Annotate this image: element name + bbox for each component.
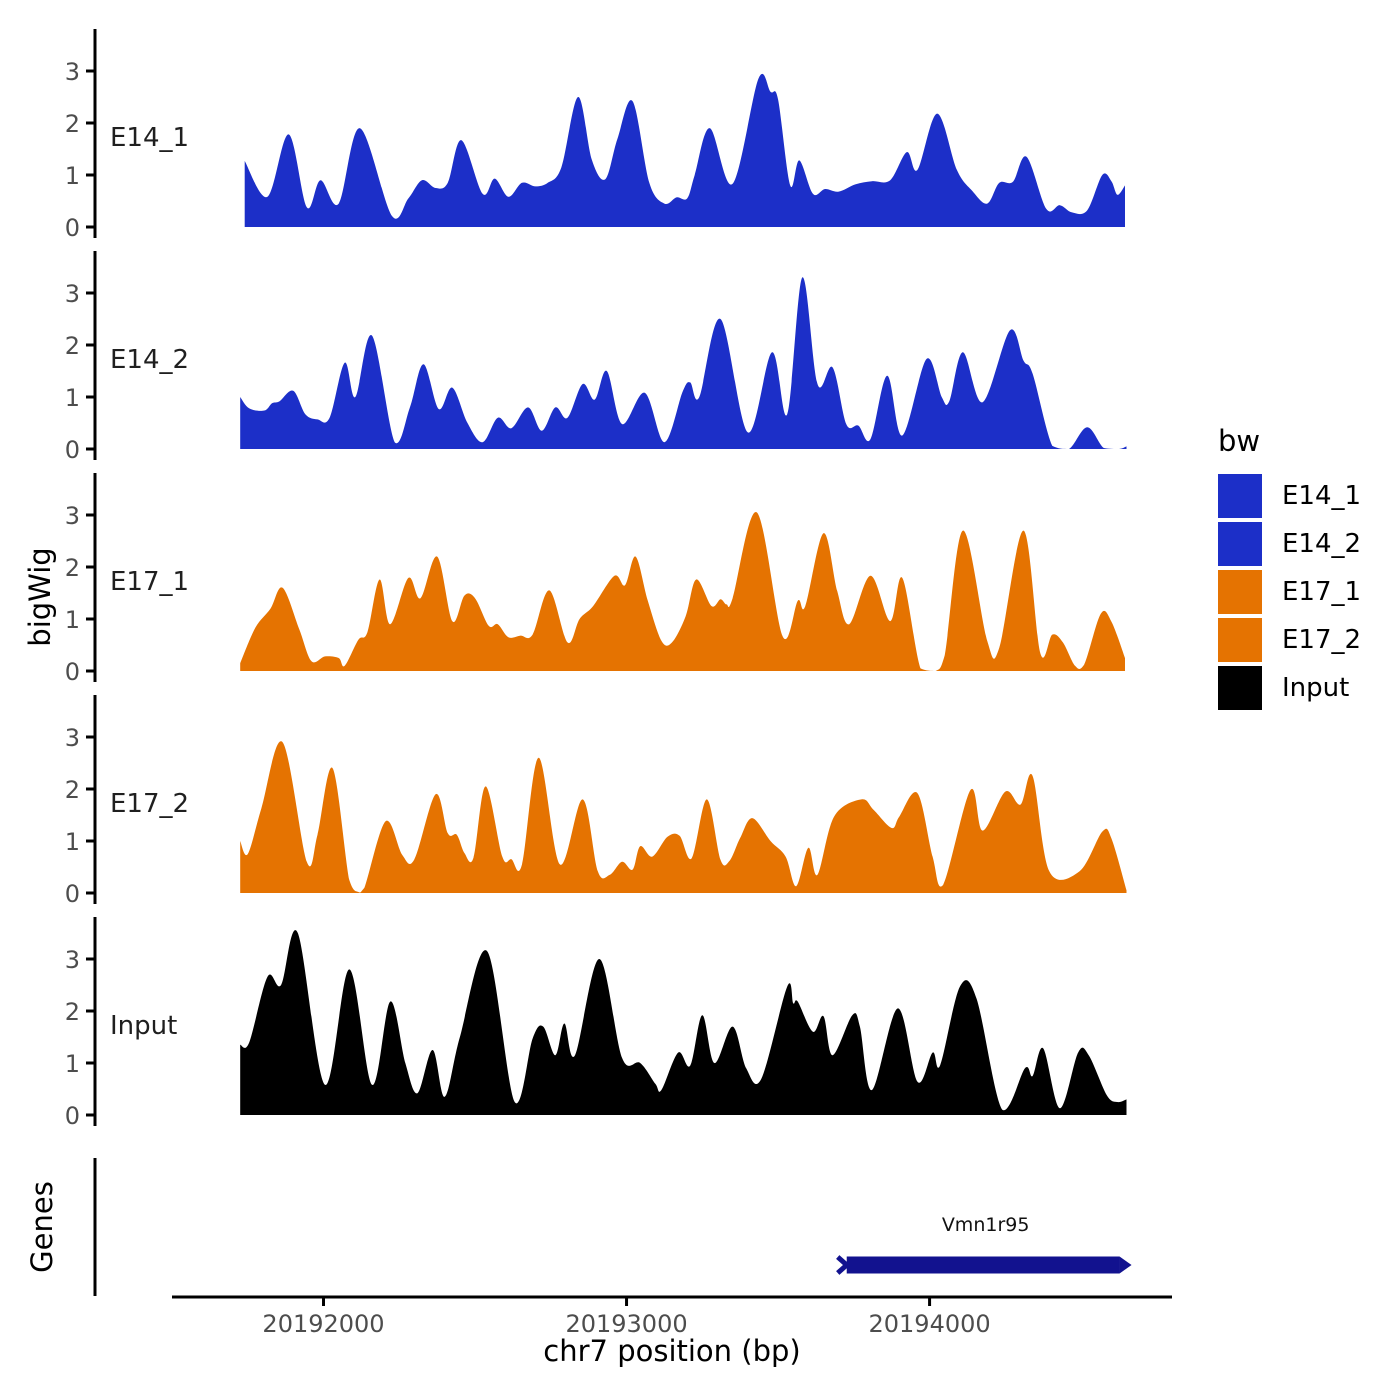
gene-strand-chevron-icon <box>836 1255 851 1275</box>
legend-label-E17_2: E17_2 <box>1282 625 1362 655</box>
y-tick-label-E17_2-1: 1 <box>65 828 80 856</box>
y-tick-label-Input-3: 3 <box>65 946 80 974</box>
track-label-E14_2: E14_2 <box>110 345 189 375</box>
legend-swatch-E14_1 <box>1218 474 1262 518</box>
legend-title: bw <box>1218 424 1261 458</box>
legend-items: E14_1 E14_2 E17_1 E17_2 Input <box>1218 474 1361 710</box>
y-tick-label-E17_1-3: 3 <box>65 502 80 530</box>
track-label-Input: Input <box>110 1011 177 1041</box>
y-tick-label-E17_2-2: 2 <box>65 776 80 804</box>
gene-arrowhead-icon <box>1119 1256 1132 1274</box>
legend-item-Input: Input <box>1218 666 1361 710</box>
y-tick-label-E14_1-2: 2 <box>65 110 80 138</box>
track-area-E14_1 <box>244 73 1125 227</box>
gene-label-Vmn1r95: Vmn1r95 <box>942 1214 1030 1236</box>
track-area-E17_2 <box>240 741 1127 893</box>
legend-label-Input: Input <box>1282 673 1350 703</box>
y-tick-label-E17_1-1: 1 <box>65 606 80 634</box>
y-axis-title: bigWig <box>23 547 57 647</box>
y-tick-label-E17_2-0: 0 <box>65 880 80 908</box>
genes-axis-title: Genes <box>25 1181 59 1273</box>
legend-swatch-E17_2 <box>1218 618 1262 662</box>
legend-item-E17_1: E17_1 <box>1218 570 1361 614</box>
y-tick-label-E14_2-1: 1 <box>65 384 80 412</box>
track-area-E14_2 <box>240 277 1127 449</box>
y-tick-label-Input-2: 2 <box>65 998 80 1026</box>
y-tick-label-E14_2-0: 0 <box>65 436 80 464</box>
y-tick-label-E17_1-2: 2 <box>65 554 80 582</box>
legend-item-E17_2: E17_2 <box>1218 618 1361 662</box>
y-tick-label-Input-0: 0 <box>65 1102 80 1130</box>
y-tick-label-E14_1-1: 1 <box>65 162 80 190</box>
legend-swatch-E17_1 <box>1218 570 1262 614</box>
track-label-E17_1: E17_1 <box>110 567 189 597</box>
track-area-Input <box>240 930 1127 1115</box>
legend-label-E14_1: E14_1 <box>1282 481 1362 511</box>
track-label-E14_1: E14_1 <box>110 123 189 153</box>
legend: bw E14_1 E14_2 E17_1 E17_2 Input <box>1218 424 1361 714</box>
x-tick-label-20194000: 20194000 <box>868 1310 990 1338</box>
y-tick-label-E14_1-0: 0 <box>65 214 80 242</box>
legend-swatch-Input <box>1218 666 1262 710</box>
gene-body-Vmn1r95 <box>846 1256 1120 1274</box>
track-area-E17_1 <box>240 512 1125 671</box>
x-tick-label-20193000: 20193000 <box>565 1310 687 1338</box>
y-tick-label-E17_1-0: 0 <box>65 658 80 686</box>
y-tick-label-E14_2-3: 3 <box>65 280 80 308</box>
legend-item-E14_1: E14_1 <box>1218 474 1361 518</box>
x-tick-label-20192000: 20192000 <box>262 1310 384 1338</box>
y-tick-label-E14_1-3: 3 <box>65 58 80 86</box>
y-tick-label-E14_2-2: 2 <box>65 332 80 360</box>
legend-swatch-E14_2 <box>1218 522 1262 566</box>
x-axis-title: chr7 position (bp) <box>543 1334 801 1368</box>
y-tick-label-E17_2-3: 3 <box>65 724 80 752</box>
track-label-E17_2: E17_2 <box>110 789 189 819</box>
y-tick-label-Input-1: 1 <box>65 1050 80 1078</box>
legend-label-E17_1: E17_1 <box>1282 577 1362 607</box>
legend-label-E14_2: E14_2 <box>1282 529 1362 559</box>
legend-item-E14_2: E14_2 <box>1218 522 1361 566</box>
